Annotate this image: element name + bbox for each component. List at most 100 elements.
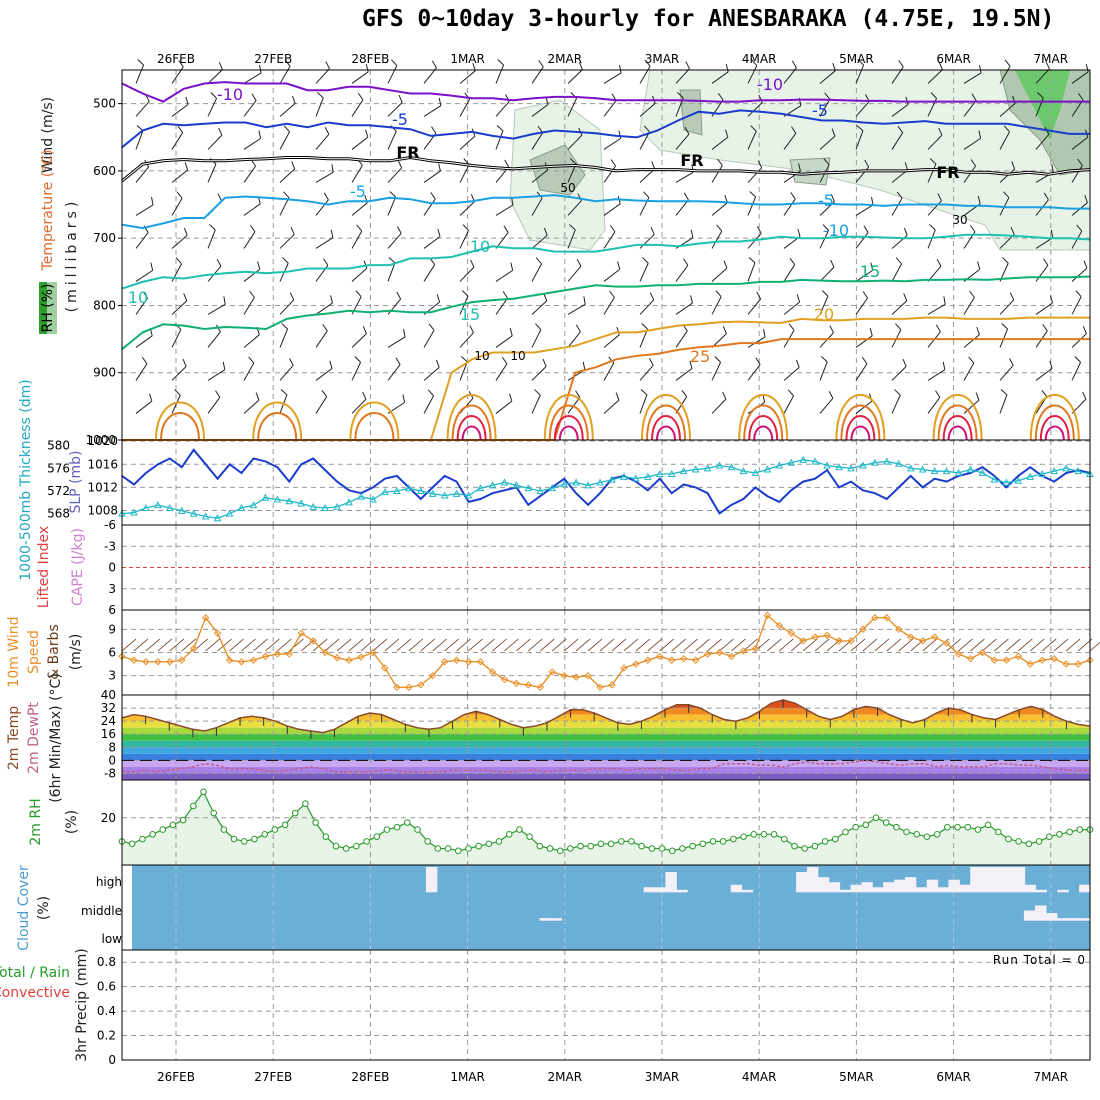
wind-barb-flag — [689, 360, 693, 369]
cloud-bar-high — [1002, 867, 1015, 893]
wind-barb-flag — [438, 97, 442, 106]
wind-barb-flag — [1045, 61, 1050, 69]
cloud-bar-middle — [1023, 910, 1036, 921]
rh2m-units-label: (%) — [64, 810, 80, 834]
isotherm-line — [122, 316, 1090, 441]
wind-barb — [603, 231, 616, 249]
rh-point — [546, 845, 554, 852]
temp-tick-label: 8 — [108, 740, 116, 754]
wind-barb-10m — [707, 638, 722, 652]
wind-barb-flag — [790, 192, 796, 200]
wind-barb-flag — [757, 160, 763, 169]
rh-point — [872, 814, 880, 822]
wind-barb-flag — [535, 257, 542, 265]
wind-barb — [531, 132, 544, 150]
contour-label: -5 — [350, 182, 366, 201]
rh-point — [1045, 833, 1053, 840]
rh-point — [1056, 831, 1063, 838]
wind-speed-point — [201, 614, 210, 622]
cloud-bar-high — [872, 887, 884, 893]
wind-barb — [171, 66, 184, 84]
wind-barb-flag — [896, 191, 903, 199]
wind-barb — [927, 200, 942, 216]
cloud-middle-label: middle — [81, 904, 122, 918]
wind-barb-flag — [1001, 323, 1008, 330]
surface-isotherm-loop — [553, 415, 584, 441]
date-label-top: 28FEB — [351, 52, 389, 66]
surface-isotherm-loop — [656, 425, 676, 441]
wind-barb — [603, 297, 615, 315]
thickness-point — [476, 484, 485, 492]
wind-speed-point — [405, 683, 413, 691]
wind-barb — [675, 302, 693, 315]
wind-barb-flag — [618, 130, 622, 139]
thickness-point — [560, 480, 569, 488]
wind-barb — [603, 399, 620, 414]
rh-point — [933, 831, 941, 838]
thickness-point — [273, 495, 282, 503]
temp-band — [122, 727, 1090, 735]
wind-barb — [351, 267, 368, 282]
slp-line — [121, 448, 1091, 515]
wind-barb-10m — [312, 638, 328, 652]
wind-speed-point — [668, 656, 676, 664]
wind-barb — [459, 332, 474, 348]
wind-barb-flag — [615, 392, 620, 401]
wind-barb-flag — [791, 126, 797, 134]
wind-barb — [315, 133, 330, 150]
surface-isotherm-loop — [252, 401, 303, 441]
wind-barb — [963, 334, 980, 348]
cloud-axis-label: Cloud Cover — [16, 865, 32, 951]
wind-speed-point — [142, 658, 150, 666]
rh-point — [312, 819, 319, 826]
rh-point — [393, 823, 401, 831]
rh2m-axis-label: 2m RH — [28, 798, 44, 845]
wind-barb-10m — [814, 638, 830, 652]
cloud-bar-high — [926, 879, 939, 893]
thickness-point — [596, 478, 604, 486]
wind-barb-flag — [750, 125, 757, 132]
wind-barb-10m — [480, 638, 495, 652]
cloud-bar-middle — [550, 918, 562, 921]
wind-barb — [639, 394, 648, 414]
surface-isotherm-loop — [354, 412, 395, 441]
wind-barb-flag — [257, 261, 261, 270]
cloud-background — [132, 865, 1090, 950]
wind-barb-10m — [360, 638, 376, 652]
thickness-point — [309, 502, 318, 510]
wind-barb — [387, 131, 397, 150]
wind-barb-flag — [141, 356, 148, 365]
cloud-bar-high — [839, 889, 851, 893]
wind-barb-10m — [719, 638, 734, 652]
wind-barb — [1071, 296, 1082, 315]
wind-barb — [891, 395, 901, 414]
date-label-bottom: 1MAR — [450, 1070, 485, 1084]
cloud-bar-high — [981, 867, 993, 893]
wind-barb — [459, 135, 476, 150]
wind-barb-10m — [157, 638, 173, 652]
wind-speed-point — [930, 633, 939, 641]
wind-barb-flag — [722, 326, 727, 334]
wind-barb-10m — [922, 638, 937, 652]
wind-barb-10m — [779, 638, 794, 652]
wind-speed-point — [1062, 660, 1070, 668]
temp-tick-label: 24 — [101, 714, 116, 728]
wind-speed-point — [978, 648, 987, 657]
rh-point — [821, 838, 829, 845]
wind-speed-point — [500, 675, 509, 684]
rh-point — [342, 845, 350, 852]
wind-barb-10m — [348, 638, 364, 652]
surface-isotherm-loop — [548, 404, 589, 441]
temp-band — [122, 734, 1090, 741]
rh-point — [159, 826, 167, 833]
rh-point — [964, 823, 972, 831]
wind-barb — [171, 197, 183, 216]
wind-barb-flag — [469, 325, 474, 333]
precip-tick-label: 0 — [108, 1053, 116, 1067]
thickness-point — [345, 498, 353, 506]
thickness-point — [859, 461, 867, 469]
thickness-point — [882, 457, 891, 465]
wind-barb-10m — [492, 638, 507, 652]
wind-speed-point — [775, 621, 783, 630]
thickness-point — [213, 514, 222, 522]
